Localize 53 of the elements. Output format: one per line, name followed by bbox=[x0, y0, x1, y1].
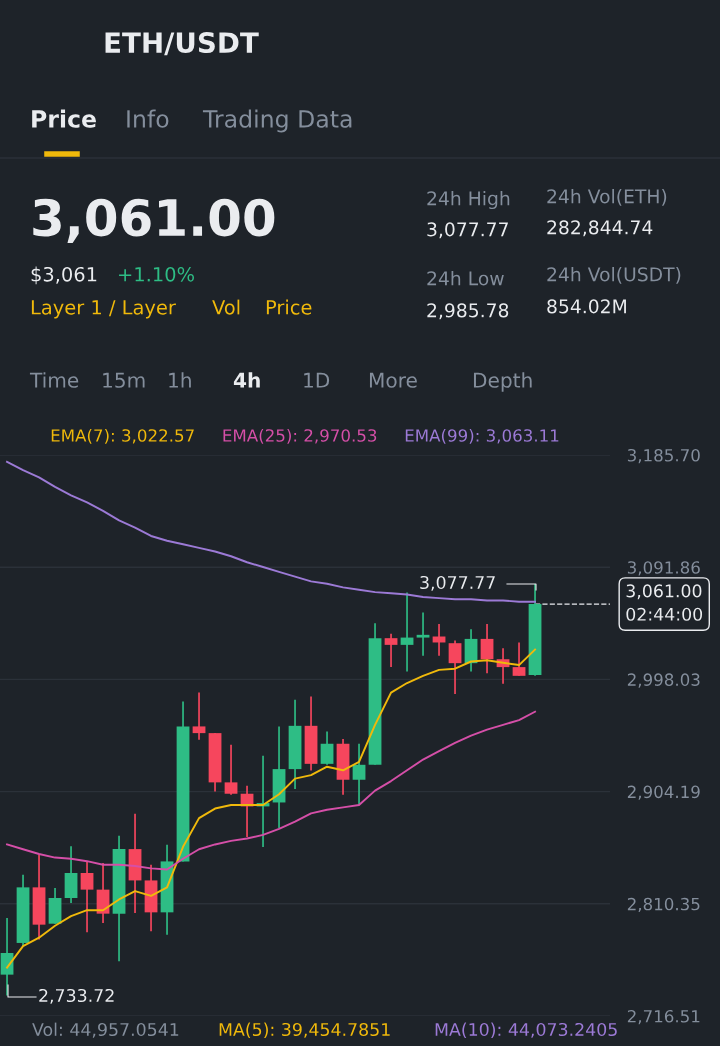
text: 24h Low bbox=[427, 270, 504, 286]
y-tick-label: 3,185.70 bbox=[627, 448, 700, 464]
candlestick bbox=[480, 623, 494, 675]
annotation: 2,733.72 bbox=[39, 988, 114, 1004]
text: 15m bbox=[103, 372, 145, 388]
text: MA(10): 44,073.2405 bbox=[435, 1022, 617, 1039]
annotation: 3,077.77 bbox=[420, 575, 495, 591]
text: Price bbox=[32, 109, 96, 128]
text: Info bbox=[127, 109, 169, 128]
text: 4h bbox=[233, 372, 260, 388]
text: 3,077.77 bbox=[427, 222, 508, 239]
candlestick bbox=[416, 611, 430, 657]
text: 1h bbox=[169, 372, 191, 388]
candlestick bbox=[320, 730, 334, 766]
chart-title: ETH/USDT bbox=[105, 32, 259, 56]
text: EMA(25): 2,970.53 bbox=[223, 428, 377, 444]
y-tick-label: 2,998.03 bbox=[627, 673, 700, 688]
text: 3,061.00 bbox=[33, 198, 275, 243]
y-tick-label: 2,810.35 bbox=[627, 897, 700, 913]
text: +1.10% bbox=[119, 266, 194, 282]
text: 2,985.78 bbox=[427, 303, 509, 320]
candlestick bbox=[384, 633, 398, 668]
text: Vol: 44,957.0541 bbox=[32, 1022, 179, 1038]
text: $3,061 bbox=[31, 266, 97, 285]
text: 854.02M bbox=[547, 299, 626, 314]
text: Depth bbox=[473, 372, 532, 392]
text: EMA(7): 3,022.57 bbox=[51, 428, 194, 444]
text: Time bbox=[29, 372, 79, 388]
line-series bbox=[6, 710, 537, 871]
text: EMA(99): 3,063.11 bbox=[405, 428, 559, 444]
ref-line-label: 3,061.00 02:44:00 bbox=[626, 584, 703, 621]
text: 24h Vol(USDT) bbox=[547, 266, 681, 284]
text: 282,844.74 bbox=[547, 220, 653, 237]
candlestick bbox=[80, 860, 94, 934]
y-tick-label: 3,091.86 bbox=[627, 561, 700, 576]
text: Vol bbox=[212, 299, 240, 315]
candlestick bbox=[192, 691, 206, 741]
text: More bbox=[369, 372, 417, 388]
candlestick bbox=[512, 641, 526, 677]
text: 1D bbox=[304, 372, 330, 388]
text: 24h Vol(ETH) bbox=[547, 188, 667, 206]
text: 24h High bbox=[427, 190, 510, 210]
text: Trading Data bbox=[202, 109, 352, 133]
text: Layer 1 / Layer bbox=[31, 300, 176, 319]
y-tick-label: 2,716.51 bbox=[627, 1009, 700, 1025]
y-tick-label: 2,904.19 bbox=[627, 785, 700, 800]
text: Price bbox=[266, 299, 312, 315]
candlestick bbox=[448, 639, 462, 695]
candlestick bbox=[224, 743, 238, 796]
line-series bbox=[6, 460, 537, 603]
candlestick bbox=[400, 591, 414, 673]
text: MA(5): 39,454.7851 bbox=[219, 1022, 390, 1039]
candlestick bbox=[352, 742, 366, 806]
